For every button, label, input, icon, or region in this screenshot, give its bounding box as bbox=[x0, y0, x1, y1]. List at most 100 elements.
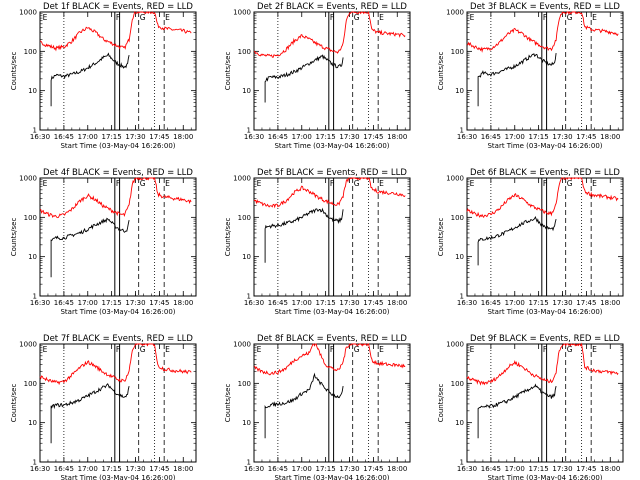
series-events-trace bbox=[50, 383, 130, 444]
x-axis-label: Start Time (03-May-04 16:26:00) bbox=[487, 308, 602, 316]
x-axis-label: Start Time (03-May-04 16:26:00) bbox=[487, 142, 602, 150]
flare-interval-box bbox=[328, 11, 335, 131]
x-tick-label: 17:15 bbox=[102, 133, 122, 141]
x-tick-label: 17:45 bbox=[363, 465, 383, 473]
y-tick-label: 1 bbox=[247, 293, 251, 301]
x-tick-label: 18:00 bbox=[600, 299, 620, 307]
interval-marker-E: E bbox=[470, 13, 475, 22]
plot-frame bbox=[39, 343, 197, 463]
y-tick-label: 100 bbox=[238, 380, 251, 388]
panel-det-5: Det 5f BLACK = Events, RED = LLD 1 10 100 10… bbox=[224, 168, 411, 316]
interval-marker-F: F bbox=[116, 179, 120, 188]
series-events-trace bbox=[477, 216, 557, 266]
x-tick-label: 18:00 bbox=[173, 133, 193, 141]
panel-det-4: Det 4f BLACK = Events, RED = LLD 1 10 100 10… bbox=[10, 168, 197, 316]
y-tick-label: 10 bbox=[242, 419, 251, 427]
y-axis-label: Counts/sec bbox=[437, 52, 445, 91]
x-tick-label: 16:45 bbox=[268, 465, 288, 473]
x-tick-label: 17:30 bbox=[339, 133, 359, 141]
interval-marker-E: E bbox=[592, 345, 597, 354]
y-tick-label: 1000 bbox=[446, 175, 464, 183]
y-tick-label: 1 bbox=[33, 127, 37, 135]
x-tick-label: 16:30 bbox=[30, 465, 50, 473]
y-tick-label: 1000 bbox=[446, 341, 464, 349]
series-lld-trace bbox=[39, 10, 192, 52]
x-tick-label: 16:30 bbox=[244, 465, 264, 473]
x-tick-label: 17:45 bbox=[576, 299, 596, 307]
flare-interval-box bbox=[541, 177, 548, 297]
interval-marker-F: F bbox=[116, 13, 120, 22]
x-tick-label: 17:45 bbox=[576, 465, 596, 473]
x-tick-label: 17:45 bbox=[363, 299, 383, 307]
panel-title: Det 7f BLACK = Events, RED = LLD bbox=[43, 334, 193, 344]
y-axis-label: Counts/sec bbox=[224, 52, 232, 91]
interval-marker-E: E bbox=[257, 345, 262, 354]
y-tick-label: 1 bbox=[460, 459, 464, 467]
x-tick-label: 16:45 bbox=[481, 299, 501, 307]
series-lld-trace bbox=[39, 176, 192, 219]
x-axis-label: Start Time (03-May-04 16:26:00) bbox=[487, 474, 602, 480]
x-tick-label: 17:45 bbox=[363, 133, 383, 141]
series-lld-trace bbox=[39, 343, 192, 386]
panel-title: Det 3f BLACK = Events, RED = LLD bbox=[470, 2, 620, 12]
x-tick-label: 18:00 bbox=[173, 465, 193, 473]
interval-marker-F: F bbox=[330, 179, 334, 188]
interval-marker-G: G bbox=[140, 179, 146, 188]
x-tick-label: 16:30 bbox=[244, 133, 264, 141]
y-axis-label: Counts/sec bbox=[437, 384, 445, 423]
interval-marker-E: E bbox=[43, 179, 48, 188]
y-axis-label: Counts/sec bbox=[10, 52, 18, 91]
x-tick-label: 16:45 bbox=[481, 133, 501, 141]
plot-frame bbox=[39, 177, 197, 297]
panel-title: Det 6f BLACK = Events, RED = LLD bbox=[470, 168, 620, 178]
x-tick-label: 17:15 bbox=[316, 133, 336, 141]
x-tick-label: 17:30 bbox=[339, 299, 359, 307]
x-axis-label: Start Time (03-May-04 16:26:00) bbox=[274, 308, 389, 316]
x-axis-label: Start Time (03-May-04 16:26:00) bbox=[60, 474, 175, 480]
plot-frame bbox=[253, 177, 411, 297]
x-tick-label: 17:00 bbox=[78, 133, 98, 141]
interval-marker-G: G bbox=[567, 179, 573, 188]
interval-marker-E: E bbox=[165, 13, 170, 22]
y-tick-label: 100 bbox=[451, 380, 464, 388]
y-tick-label: 1000 bbox=[233, 341, 251, 349]
flare-interval-box bbox=[328, 177, 335, 297]
panel-title: Det 9f BLACK = Events, RED = LLD bbox=[470, 334, 620, 344]
interval-marker-E: E bbox=[165, 179, 170, 188]
interval-marker-E: E bbox=[43, 345, 48, 354]
panel-det-3: Det 3f BLACK = Events, RED = LLD 1 10 100 10… bbox=[437, 2, 624, 150]
x-tick-label: 17:15 bbox=[529, 299, 549, 307]
y-tick-label: 10 bbox=[28, 87, 37, 95]
x-tick-label: 18:00 bbox=[600, 133, 620, 141]
y-tick-label: 100 bbox=[24, 214, 37, 222]
flare-interval-box bbox=[541, 11, 548, 131]
y-tick-label: 1000 bbox=[19, 9, 37, 17]
interval-marker-F: F bbox=[116, 345, 120, 354]
y-tick-label: 1000 bbox=[19, 175, 37, 183]
y-tick-label: 1 bbox=[247, 459, 251, 467]
flare-interval-box bbox=[541, 343, 548, 463]
x-tick-label: 17:00 bbox=[505, 299, 525, 307]
x-tick-label: 18:00 bbox=[600, 465, 620, 473]
panel-title: Det 4f BLACK = Events, RED = LLD bbox=[43, 168, 193, 178]
plot-frame bbox=[253, 11, 411, 131]
panel-det-8: Det 8f BLACK = Events, RED = LLD 1 10 100 10… bbox=[224, 334, 411, 480]
interval-marker-F: F bbox=[330, 345, 334, 354]
x-tick-label: 17:30 bbox=[125, 465, 145, 473]
x-tick-label: 17:30 bbox=[552, 133, 572, 141]
x-tick-label: 17:00 bbox=[292, 133, 312, 141]
series-lld-trace bbox=[253, 11, 406, 58]
x-tick-label: 17:45 bbox=[149, 465, 169, 473]
x-tick-label: 18:00 bbox=[387, 465, 407, 473]
panel-title: Det 2f BLACK = Events, RED = LLD bbox=[257, 2, 407, 12]
interval-marker-G: G bbox=[140, 13, 146, 22]
series-lld-trace bbox=[466, 177, 619, 218]
y-tick-label: 100 bbox=[451, 214, 464, 222]
y-tick-label: 100 bbox=[451, 48, 464, 56]
interval-marker-G: G bbox=[354, 13, 360, 22]
interval-marker-E: E bbox=[257, 179, 262, 188]
y-tick-label: 100 bbox=[238, 214, 251, 222]
interval-marker-E: E bbox=[470, 345, 475, 354]
y-tick-label: 10 bbox=[242, 253, 251, 261]
